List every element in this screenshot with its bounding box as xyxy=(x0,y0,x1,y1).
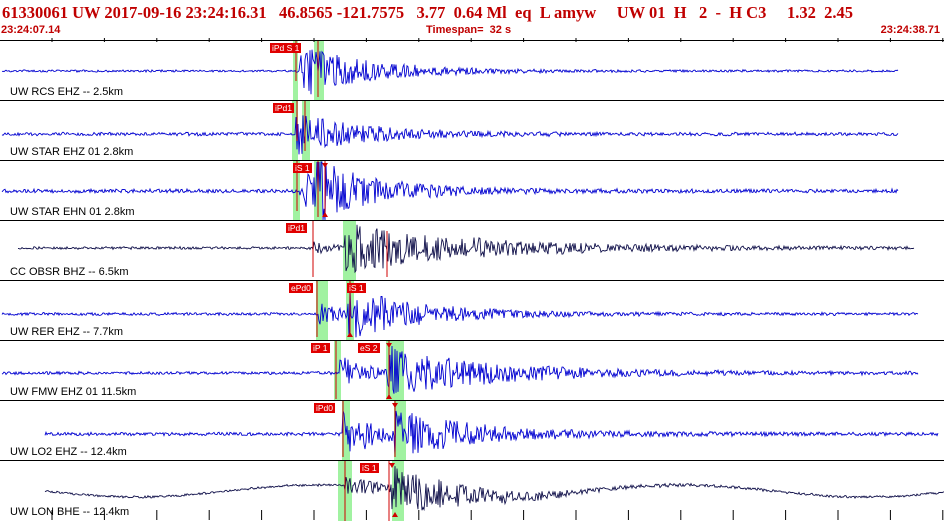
pick-label[interactable]: iPd0 xyxy=(314,403,336,413)
waveform-panel-obsr-bhz[interactable]: CC OBSR BHZ -- 6.5km iPd1 xyxy=(0,220,944,281)
end-time-label: 23:24:38.71 xyxy=(880,24,940,36)
pick-window xyxy=(334,341,341,401)
pick-marker xyxy=(386,343,392,348)
pick-marker xyxy=(347,332,353,337)
seismogram-trace xyxy=(1,345,919,394)
waveform-panel-rcs-ehz[interactable]: UW RCS EHZ -- 2.5km iPd S 1 xyxy=(0,40,944,101)
station-label: CC OBSR BHZ -- 6.5km xyxy=(10,266,129,278)
seismogram-trace xyxy=(1,287,919,338)
time-ticks-top xyxy=(51,38,944,42)
event-title: 61330061 UW 2017-09-16 23:24:16.31 46.85… xyxy=(2,3,853,22)
station-label: UW FMW EHZ 01 11.5km xyxy=(10,386,137,398)
waveform-panel-lon-bhe[interactable]: UW LON BHE -- 12.4km iS 1 xyxy=(0,460,944,521)
seismogram-trace xyxy=(17,224,915,274)
waveform-panel-star-ehz[interactable]: UW STAR EHZ 01 2.8km iPd1 xyxy=(0,100,944,161)
waveform-svg xyxy=(1,161,899,221)
pick-label[interactable]: iP 1 xyxy=(311,343,330,353)
pick-label[interactable]: iPd1 xyxy=(273,103,295,113)
pick-marker xyxy=(386,394,392,399)
seismogram-trace xyxy=(44,410,939,456)
pick-label[interactable]: ePd0 xyxy=(289,283,313,293)
pick-marker xyxy=(322,212,328,217)
pick-label[interactable]: eS 2 xyxy=(358,343,380,353)
start-time-label: 23:24:07.14 xyxy=(1,24,61,36)
station-label: UW STAR EHZ 01 2.8km xyxy=(10,146,134,158)
waveform-svg xyxy=(1,341,919,401)
pick-window xyxy=(302,101,310,161)
seismogram-trace xyxy=(1,115,899,155)
seismogram-trace xyxy=(44,466,944,512)
pick-window xyxy=(314,41,324,101)
pick-marker xyxy=(389,463,395,468)
station-label: UW LO2 EHZ -- 12.4km xyxy=(10,446,127,458)
pick-marker xyxy=(392,512,398,517)
pick-label[interactable]: iS 1 xyxy=(293,163,312,173)
station-label: UW LON BHE -- 12.4km xyxy=(10,506,130,518)
waveform-svg xyxy=(44,401,939,461)
waveform-svg xyxy=(1,281,919,341)
waveform-svg xyxy=(17,221,915,281)
pick-label[interactable]: iS 1 xyxy=(347,283,366,293)
seismogram-trace xyxy=(1,49,899,95)
waveform-panel-lo2-ehz[interactable]: UW LO2 EHZ -- 12.4km iPd0 xyxy=(0,400,944,461)
waveform-svg xyxy=(44,461,944,521)
waveform-svg xyxy=(1,101,899,161)
pick-label[interactable]: iPd S 1 xyxy=(270,43,302,53)
waveform-panels: UW RCS EHZ -- 2.5km iPd S 1 UW STAR EHZ 0… xyxy=(0,40,944,521)
pick-marker xyxy=(322,163,328,168)
station-label: UW RER EHZ -- 7.7km xyxy=(10,326,124,338)
station-label: UW STAR EHN 01 2.8km xyxy=(10,206,135,218)
seismogram-trace xyxy=(1,161,899,221)
station-label: UW RCS EHZ -- 2.5km xyxy=(10,86,124,98)
timespan-label: Timespan= 32 s xyxy=(426,24,512,36)
pick-marker xyxy=(392,403,398,408)
pick-label[interactable]: iS 1 xyxy=(360,463,379,473)
event-header: 61330061 UW 2017-09-16 23:24:16.31 46.85… xyxy=(0,0,944,40)
waveform-panel-star-ehn[interactable]: UW STAR EHN 01 2.8km iS 1 xyxy=(0,160,944,221)
waveform-panel-rer-ehz[interactable]: UW RER EHZ -- 7.7km ePd0 iS 1 xyxy=(0,280,944,341)
pick-label[interactable]: iPd1 xyxy=(286,223,308,233)
time-ticks-bottom xyxy=(51,510,944,520)
waveform-panel-fmw-ehz[interactable]: UW FMW EHZ 01 11.5km iP 1 eS 2 xyxy=(0,340,944,401)
waveform-svg xyxy=(1,41,899,101)
